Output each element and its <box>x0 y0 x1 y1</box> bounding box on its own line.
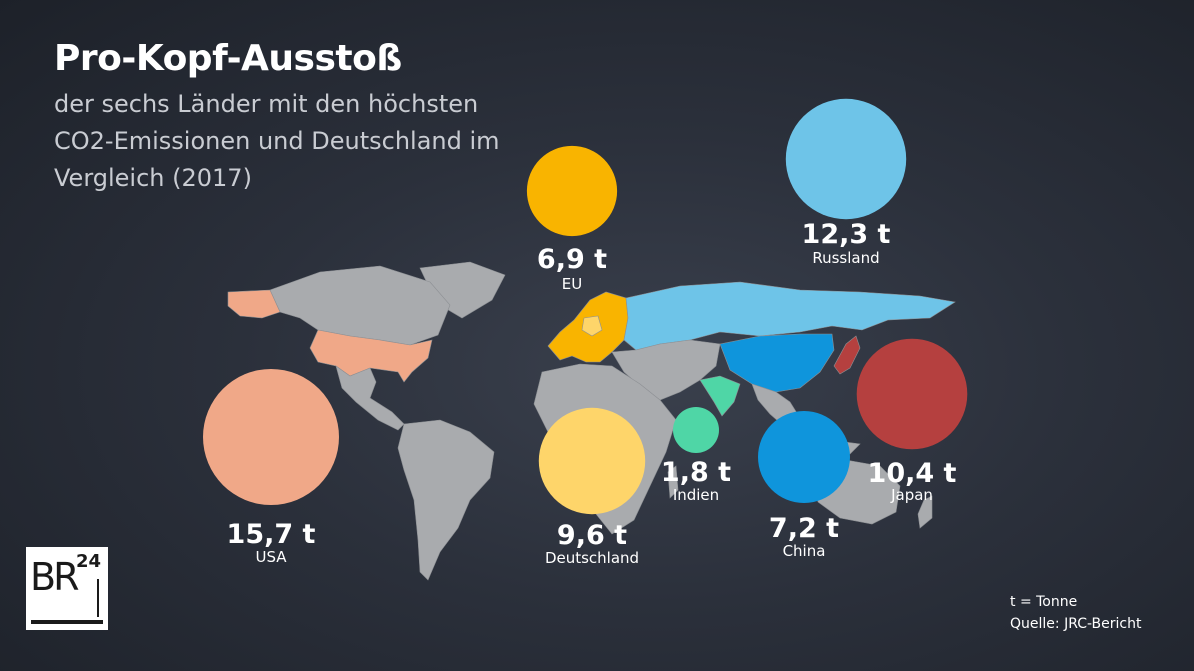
country-label-japan: Japan <box>890 486 933 504</box>
bubble-russland <box>785 98 907 220</box>
map-region-germany <box>581 315 603 337</box>
country-label-deutschland: Deutschland <box>545 549 639 567</box>
map-region-canada <box>269 265 451 346</box>
bubble-usa <box>203 369 339 505</box>
map-region-china <box>719 333 835 393</box>
country-label-china: China <box>783 542 826 560</box>
country-label-eu: EU <box>562 275 582 293</box>
value-label-indien: 1,8 t <box>661 457 731 488</box>
page-title: Pro-Kopf-Ausstoß <box>54 38 402 79</box>
value-label-japan: 10,4 t <box>868 458 957 489</box>
page-subtitle: der sechs Länder mit den höchsten CO2-Em… <box>54 90 500 192</box>
value-label-russland: 12,3 t <box>802 219 891 250</box>
bubble-indien <box>673 407 719 453</box>
country-label-usa: USA <box>255 548 287 566</box>
value-label-usa: 15,7 t <box>227 519 316 550</box>
map-region-alaska <box>227 289 281 319</box>
logo-bar <box>31 620 103 624</box>
value-label-eu: 6,9 t <box>537 244 607 275</box>
country-label-indien: Indien <box>673 486 719 504</box>
bubble-china <box>758 411 850 503</box>
country-label-russland: Russland <box>812 249 879 267</box>
logo-number: 24 <box>76 551 102 572</box>
br24-logo: BR 24 <box>26 547 108 630</box>
map-region-madagascar <box>667 465 679 499</box>
value-label-deutschland: 9,6 t <box>557 520 627 551</box>
logo-text: BR <box>30 555 80 599</box>
bubble-deutschland <box>538 407 646 515</box>
source-note: Quelle: JRC-Bericht <box>1010 616 1142 632</box>
map-region-india <box>699 375 741 417</box>
map-region-south-america <box>397 419 495 581</box>
map-region-new-zealand <box>917 495 933 529</box>
world-map <box>227 261 956 581</box>
bubble-japan <box>856 338 968 450</box>
logo-line <box>97 579 99 617</box>
value-label-china: 7,2 t <box>769 513 839 544</box>
map-region-japan <box>833 335 861 375</box>
map-region-mexico-central-america <box>335 365 405 431</box>
unit-note: t = Tonne <box>1010 594 1078 610</box>
bubble-eu <box>526 145 618 237</box>
